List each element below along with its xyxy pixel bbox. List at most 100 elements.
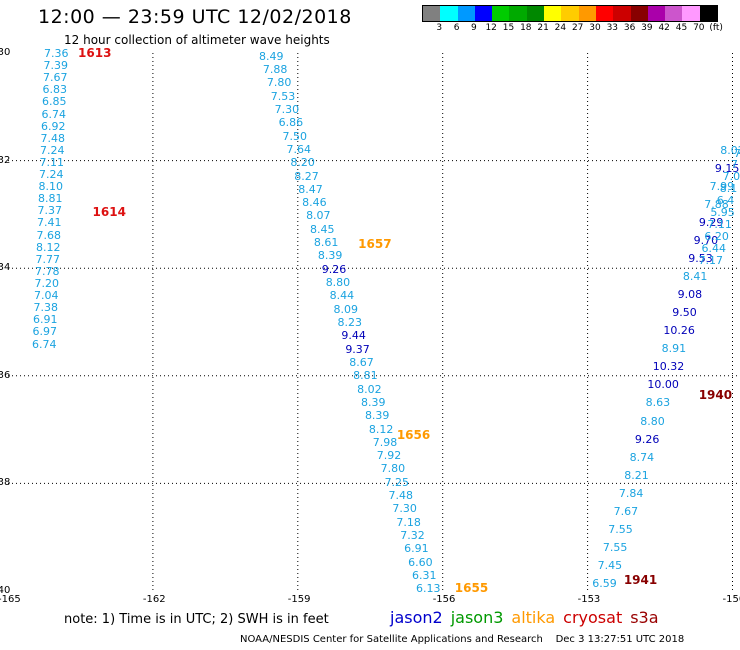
wave-height-value: 7.67 — [43, 71, 68, 85]
wave-height-value: 7.30 — [392, 502, 417, 516]
wave-height-value: 6.86 — [278, 116, 304, 130]
longitude-label: -156 — [432, 594, 456, 605]
color-scale-labels: 3 6 9 12 15 18 21 24 27 30 33 36 39 42 45 70 (ft) — [422, 23, 737, 35]
wave-height-value: 7 — [730, 158, 738, 172]
legend-label: 18 — [520, 23, 532, 33]
satellite-altika: altika — [511, 608, 556, 627]
wave-height-value: 7.11 — [707, 218, 732, 232]
legend-label: 15 — [502, 23, 515, 33]
pass-number-label: 1614 — [92, 204, 126, 219]
pass-number-label: 1940 — [698, 387, 733, 402]
wave-height-value: 9.70 — [693, 234, 719, 248]
wave-height-value: 8.44 — [329, 289, 355, 303]
legend-swatch — [423, 6, 441, 21]
wave-height-value: 8.12 — [368, 422, 394, 436]
credit-line: NOAA/NESDIS Center for Satellite Applica… — [240, 634, 684, 645]
wave-height-value: 8.41 — [682, 270, 708, 284]
map-title: 12:00 — 23:59 UTC 12/02/2018 — [38, 6, 352, 28]
latitude-label: -38 — [0, 477, 11, 489]
wave-height-value: 6.44 — [701, 242, 726, 256]
wave-height-value: 8.09 — [333, 302, 359, 316]
longitude-label: -150 — [722, 594, 740, 605]
wave-height-value: 7.48 — [388, 489, 413, 503]
legend-swatch — [561, 6, 579, 21]
legend-label: 30 — [589, 23, 601, 33]
latitude-label: -36 — [0, 369, 11, 381]
satellite-jason3: jason3 — [450, 608, 504, 627]
wave-height-value: 6.83 — [42, 83, 68, 97]
wave-height-value: 9.37 — [345, 342, 370, 356]
legend-swatch — [630, 6, 648, 21]
wave-height-value: 7.0 — [722, 170, 740, 184]
wave-height-value: 6.59 — [592, 576, 617, 590]
legend-swatch — [578, 6, 596, 21]
wave-height-value: 10.26 — [663, 324, 695, 338]
legend-label: 9 — [471, 23, 477, 33]
legend-swatch — [613, 6, 631, 21]
wave-height-value: 7.04 — [33, 289, 59, 303]
latitude-label: -34 — [0, 262, 11, 274]
wave-height-value: 9.50 — [672, 306, 697, 320]
wave-height-value: 7.30 — [274, 102, 300, 116]
wave-height-value: 5.95 — [710, 206, 735, 220]
legend-swatch — [682, 6, 700, 21]
wave-height-value: 7.36 — [44, 47, 69, 60]
legend-label: 21 — [537, 23, 549, 33]
latitude-label: -30 — [0, 47, 11, 58]
wave-height-value: 8.27 — [294, 169, 319, 183]
legend-label: 36 — [623, 23, 636, 33]
wave-height-value: 7.67 — [613, 504, 639, 518]
longitude-label: -162 — [142, 594, 166, 605]
wave-height-value: 7.77 — [35, 252, 60, 266]
wave-height-value: 7.11 — [39, 155, 65, 169]
pass-number-label: 1655 — [454, 581, 489, 596]
wave-height-value: 7.88 — [704, 197, 729, 211]
wave-height-value: 7.24 — [39, 168, 64, 182]
wave-height-value: 6.91 — [32, 313, 58, 327]
latitude-label: -40 — [0, 585, 11, 596]
legend-swatch — [440, 6, 458, 21]
legend-label: 33 — [606, 23, 619, 33]
legend-label: 27 — [571, 23, 584, 33]
satellite-s3a: s3a — [630, 608, 659, 627]
wave-height-value: 7.20 — [34, 276, 59, 290]
wave-height-value: 7.80 — [380, 462, 406, 476]
wave-height-value: 8.02 — [357, 382, 382, 396]
wave-height-value: 9.26 — [634, 432, 660, 446]
wave-height-value: 8.12 — [36, 240, 61, 254]
legend-swatch — [544, 6, 562, 21]
legend-swatch — [492, 6, 510, 21]
wave-height-value: 8.81 — [38, 192, 63, 206]
wave-height-value: 8.63 — [645, 396, 671, 410]
wave-height-value: 8.49 — [258, 49, 284, 63]
longitude-label: -165 — [0, 594, 21, 605]
wave-height-value: 8.39 — [364, 409, 390, 423]
wave-height-value: 8.02 — [720, 143, 740, 157]
wave-height-value: 7.25 — [384, 475, 410, 489]
wave-height-value: 7.17 — [698, 254, 724, 268]
legend-label: 3 — [436, 23, 443, 33]
wave-height-value: 7.45 — [597, 558, 623, 572]
wave-height-value: 8.20 — [290, 156, 315, 170]
wave-height-value: 7.32 — [400, 529, 425, 543]
wave-height-value: 10.32 — [652, 360, 685, 374]
wave-height-value: 7.84 — [618, 486, 644, 500]
wave-height-value: 8.80 — [640, 414, 665, 428]
wave-height-value: 6.91 — [404, 542, 429, 556]
pass-number-label: 1613 — [78, 46, 112, 60]
wave-height-value: 7.48 — [40, 131, 66, 145]
longitude-label: -159 — [287, 594, 311, 605]
satellite-legend: jason2 jason3 altika cryosat s3a — [390, 608, 667, 627]
wave-height-value: 6.31 — [412, 568, 437, 582]
longitude-label: -153 — [577, 594, 601, 605]
legend-label: (ft) — [709, 23, 723, 33]
legend-swatch — [526, 6, 545, 21]
wave-height-value: 7.55 — [602, 540, 628, 554]
wave-height-value: 6.4 — [716, 194, 735, 208]
wave-height-value: 8.45 — [310, 222, 335, 236]
legend-swatch — [665, 6, 683, 21]
wave-height-value: 8.67 — [349, 355, 374, 369]
wave-height-value: 7.38 — [33, 301, 58, 315]
wave-height-value: 8.39 — [361, 395, 386, 409]
